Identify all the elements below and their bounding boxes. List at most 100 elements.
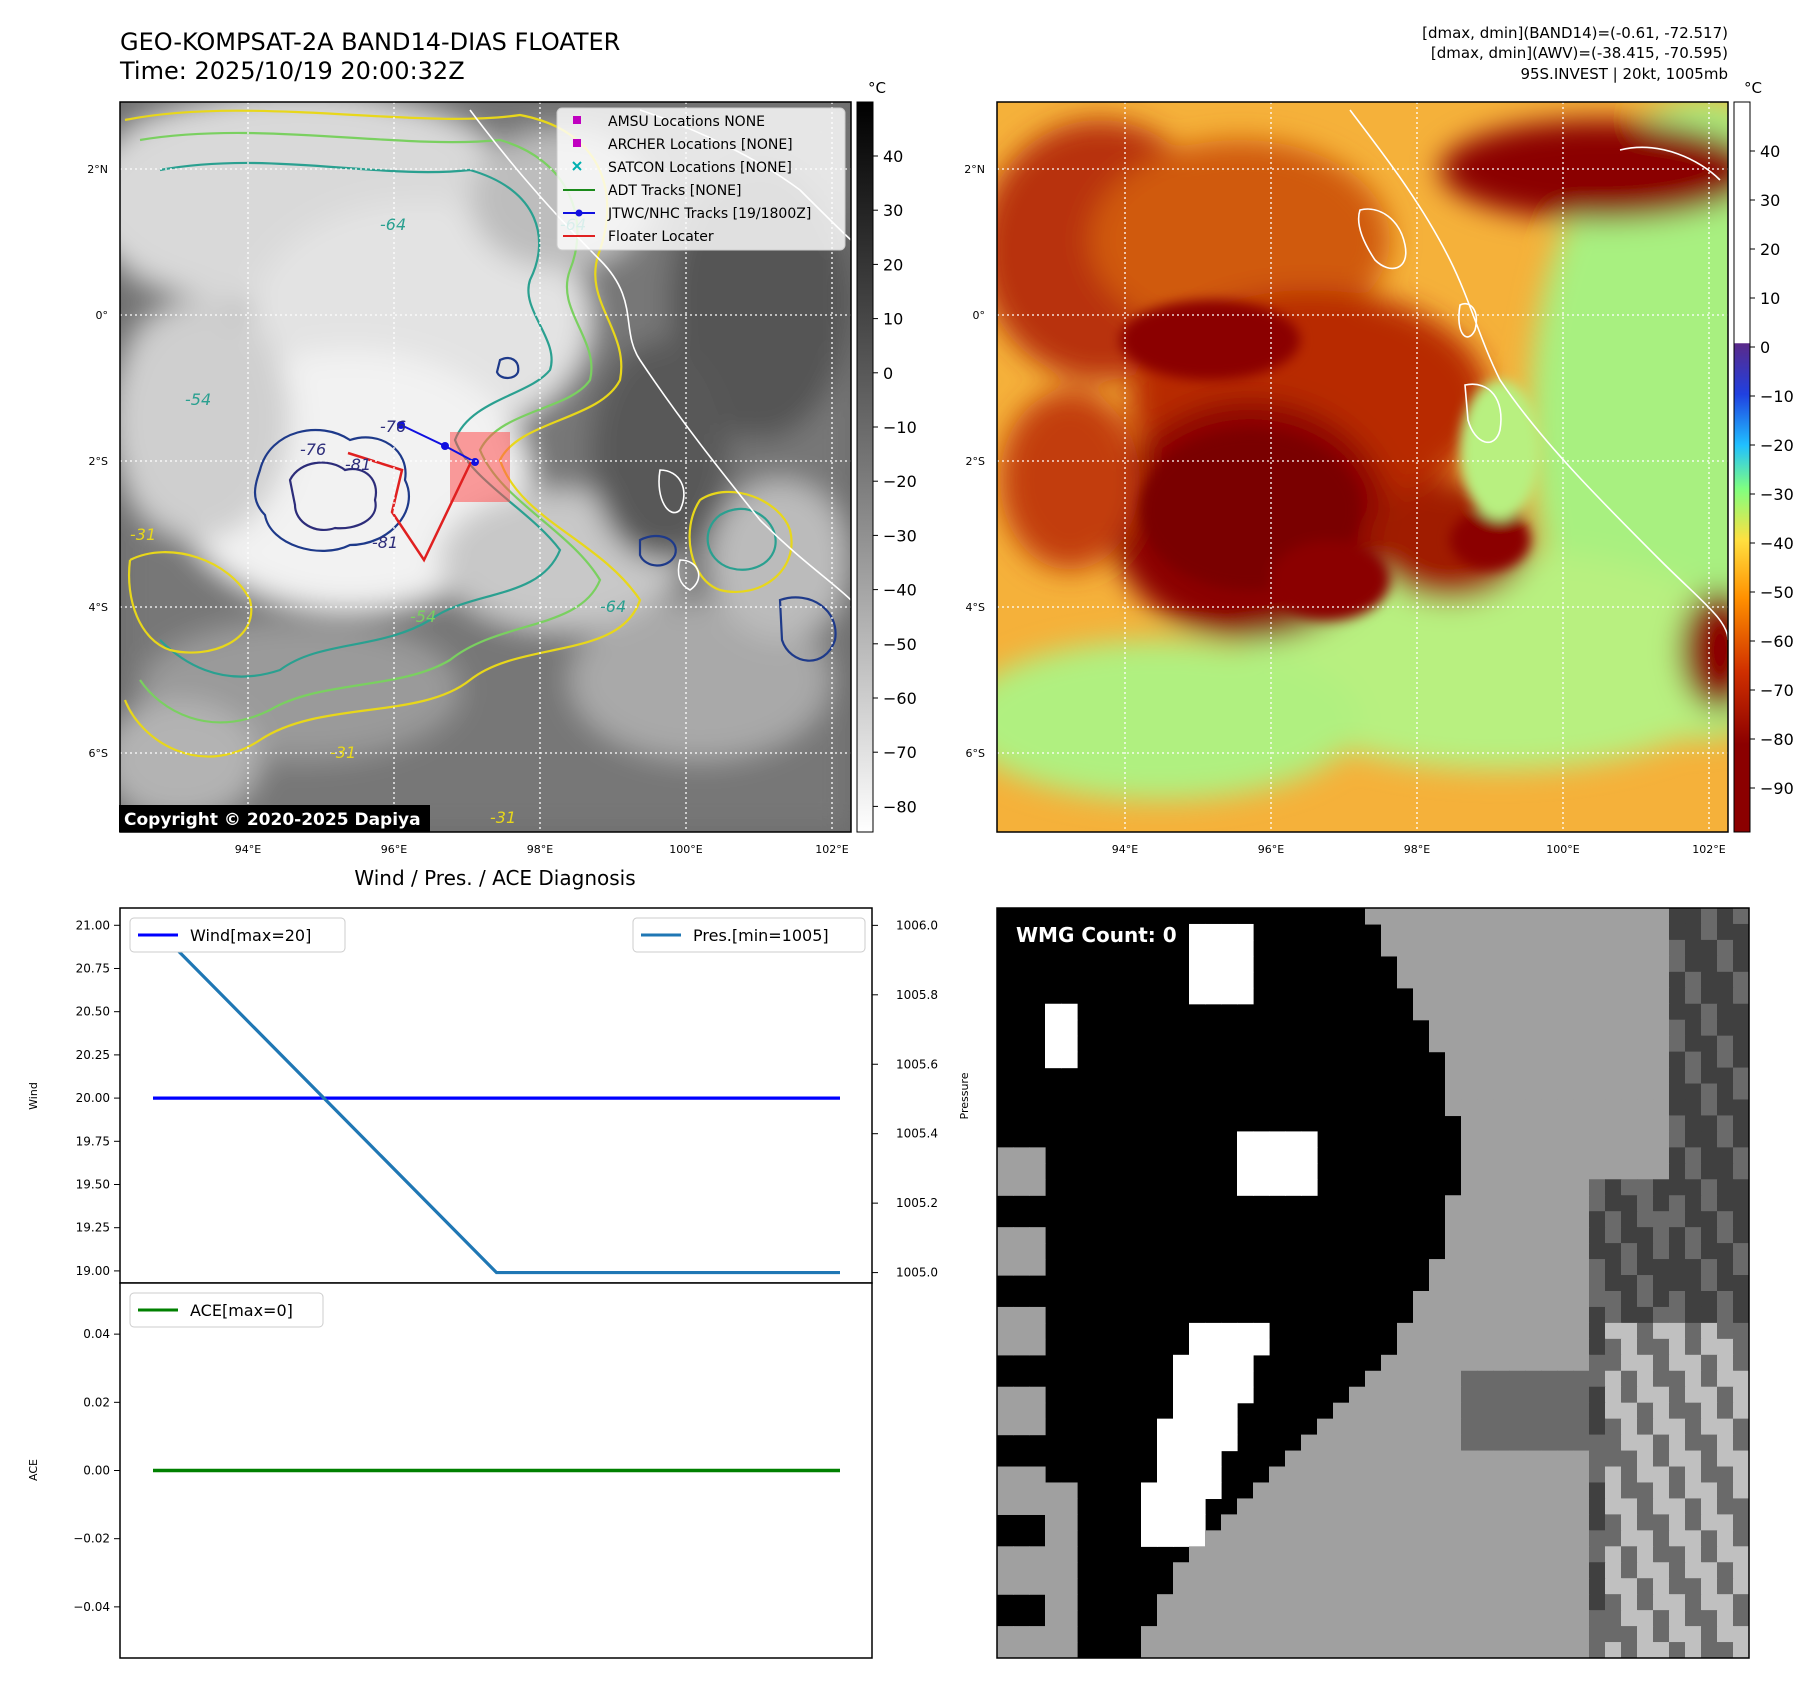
ace-tick-label: 0.04 — [83, 1327, 110, 1341]
ir-map-panel: -64-76-81-54-31-64-81-76-64-54-31-31 Cop… — [119, 101, 852, 833]
awv-lat-label: 2°S — [966, 455, 985, 468]
legend-label: AMSU Locations NONE — [608, 114, 765, 130]
pressure-axis-label: Pressure — [958, 1072, 971, 1119]
legend-label: ADT Tracks [NONE] — [608, 183, 741, 199]
wind-pressure-chart: 21.00 20.75 20.50 20.25 20.00 19.75 19.50 19.25… — [27, 907, 971, 1284]
colorbar-tick-label: −40 — [883, 581, 917, 600]
colorbar-tick-label: 40 — [883, 147, 903, 166]
ace-tick-label: −0.02 — [73, 1532, 110, 1546]
colorbar-tick-label: −20 — [1760, 436, 1794, 455]
ace-tick-label: −0.04 — [73, 1600, 110, 1614]
ace-legend-label: ACE[max=0] — [190, 1301, 293, 1320]
colorbar-tick-label: 10 — [1760, 289, 1780, 308]
awv-lon-label: 102°E — [1692, 843, 1725, 856]
awv-colorbar: °C 40 30 20 10 0 −10 −20 −30 −40 −50 −60 −70 −80 −90 — [1733, 79, 1794, 833]
legend-entry: JTWC/NHC Tracks [19/1800Z] — [563, 206, 811, 222]
colorbar-tick-label: −60 — [1760, 632, 1794, 651]
legend-entry: SATCON Locations [NONE] — [572, 160, 792, 176]
colorbar-tick-label: −10 — [1760, 387, 1794, 406]
legend-label: SATCON Locations [NONE] — [608, 160, 792, 176]
colorbar-tick-label: −90 — [1760, 779, 1794, 798]
legend-entry: ADT Tracks [NONE] — [563, 183, 741, 199]
colorbar-tick-label: −10 — [883, 418, 917, 437]
contour-label: -31 — [490, 808, 516, 827]
awv-lon-label: 96°E — [1258, 843, 1284, 856]
ace-axis-label: ACE — [27, 1459, 40, 1481]
figure-time: Time: 2025/10/19 20:00:32Z — [119, 57, 465, 85]
wind-tick-label: 19.25 — [76, 1221, 110, 1235]
ir-lon-label: 94°E — [235, 843, 261, 856]
colorbar-tick-label: 20 — [1760, 240, 1780, 259]
wind-tick-label: 20.00 — [76, 1091, 110, 1105]
awv-lat-label: 6°S — [966, 747, 985, 760]
legend-label: JTWC/NHC Tracks [19/1800Z] — [607, 206, 811, 222]
wmg-count-label: WMG Count: 0 — [1016, 923, 1177, 947]
awv-lat-label: 2°N — [964, 163, 985, 176]
legend-dot-marker — [575, 209, 583, 217]
pressure-tick-label: 1005.2 — [896, 1196, 938, 1210]
legend-entry: AMSU Locations NONE — [573, 114, 765, 130]
colorbar-tick-label: −70 — [1760, 681, 1794, 700]
copyright-label: Copyright © 2020-2025 Dapiya — [124, 810, 421, 830]
awv-gridlines — [997, 102, 1728, 832]
contour-label: -31 — [130, 525, 156, 544]
wind-legend: Wind[max=20] — [129, 917, 346, 953]
contour-label: -76 — [380, 417, 406, 436]
ir-lat-label: 2°S — [89, 455, 108, 468]
ir-lon-label: 98°E — [527, 843, 553, 856]
contour-label: -81 — [372, 533, 398, 552]
legend-x-marker — [572, 161, 582, 171]
pressure-tick-label: 1005.0 — [896, 1266, 938, 1280]
colorbar-tick-label: 0 — [1760, 338, 1770, 357]
colorbar-tick-label: −20 — [883, 472, 917, 491]
figure-title: GEO-KOMPSAT-2A BAND14-DIAS FLOATER — [120, 28, 620, 56]
legend-entry: ARCHER Locations [NONE] — [573, 137, 793, 153]
pressure-tick-label: 1006.0 — [896, 918, 938, 932]
ir-legend: AMSU Locations NONE ARCHER Locations [NON… — [556, 107, 846, 251]
pressure-tick-label: 1005.8 — [896, 988, 938, 1002]
ace-tick-label: 0.00 — [83, 1464, 110, 1478]
contour-label: -31 — [330, 743, 356, 762]
legend-entry: Floater Locater — [563, 229, 714, 245]
awv-colorbar-unit: °C — [1744, 79, 1762, 97]
awv-map-panel — [996, 101, 1729, 833]
floater-locater-track — [347, 451, 473, 563]
ace-legend: ACE[max=0] — [129, 1292, 324, 1328]
band14-range: [dmax, dmin](BAND14)=(-0.61, -72.517) — [1422, 24, 1728, 42]
legend-label: ARCHER Locations [NONE] — [608, 137, 793, 153]
wind-tick-label: 19.75 — [76, 1134, 110, 1148]
ir-colorbar-unit: °C — [868, 79, 886, 97]
pressure-legend-label: Pres.[min=1005] — [693, 926, 829, 945]
legend-label: Floater Locater — [608, 229, 714, 245]
diagnosis-title: Wind / Pres. / ACE Diagnosis — [354, 866, 635, 890]
ir-lon-label: 96°E — [381, 843, 407, 856]
wind-tick-label: 20.75 — [76, 961, 110, 975]
wind-tick-label: 21.00 — [76, 918, 110, 932]
colorbar-tick-label: −30 — [1760, 485, 1794, 504]
colorbar-tick-label: −70 — [883, 743, 917, 762]
awv-range: [dmax, dmin](AWV)=(-38.415, -70.595) — [1431, 44, 1728, 62]
awv-lon-label: 94°E — [1112, 843, 1138, 856]
ir-lat-label: 6°S — [89, 747, 108, 760]
colorbar-tick-label: −60 — [883, 689, 917, 708]
colorbar-tick-label: 30 — [1760, 191, 1780, 210]
legend-square-marker — [573, 116, 581, 124]
ace-chart: 0.04 0.02 0.00 −0.02 −0.04 ACE[max=0] ACE — [27, 1282, 873, 1659]
contour-label: -54 — [410, 607, 436, 626]
ir-colorbar: °C 40 30 20 10 0 −10 −20 −30 −40 −50 −60 −70 −80 — [856, 79, 917, 833]
awv-lon-label: 98°E — [1404, 843, 1430, 856]
pressure-series-line — [151, 924, 840, 1275]
colorbar-tick-label: 30 — [883, 201, 903, 220]
legend-square-marker — [573, 139, 581, 147]
contour-label: -81 — [345, 455, 371, 474]
colorbar-tick-label: −80 — [1760, 730, 1794, 749]
colorbar-tick-label: 0 — [883, 364, 893, 383]
wind-tick-label: 20.50 — [76, 1005, 110, 1019]
ir-lon-label: 100°E — [669, 843, 702, 856]
wind-tick-label: 19.50 — [76, 1177, 110, 1191]
pressure-tick-label: 1005.4 — [896, 1127, 938, 1141]
colorbar-tick-label: 10 — [883, 310, 903, 329]
ir-lat-label: 2°N — [87, 163, 108, 176]
colorbar-tick-label: −80 — [883, 797, 917, 816]
